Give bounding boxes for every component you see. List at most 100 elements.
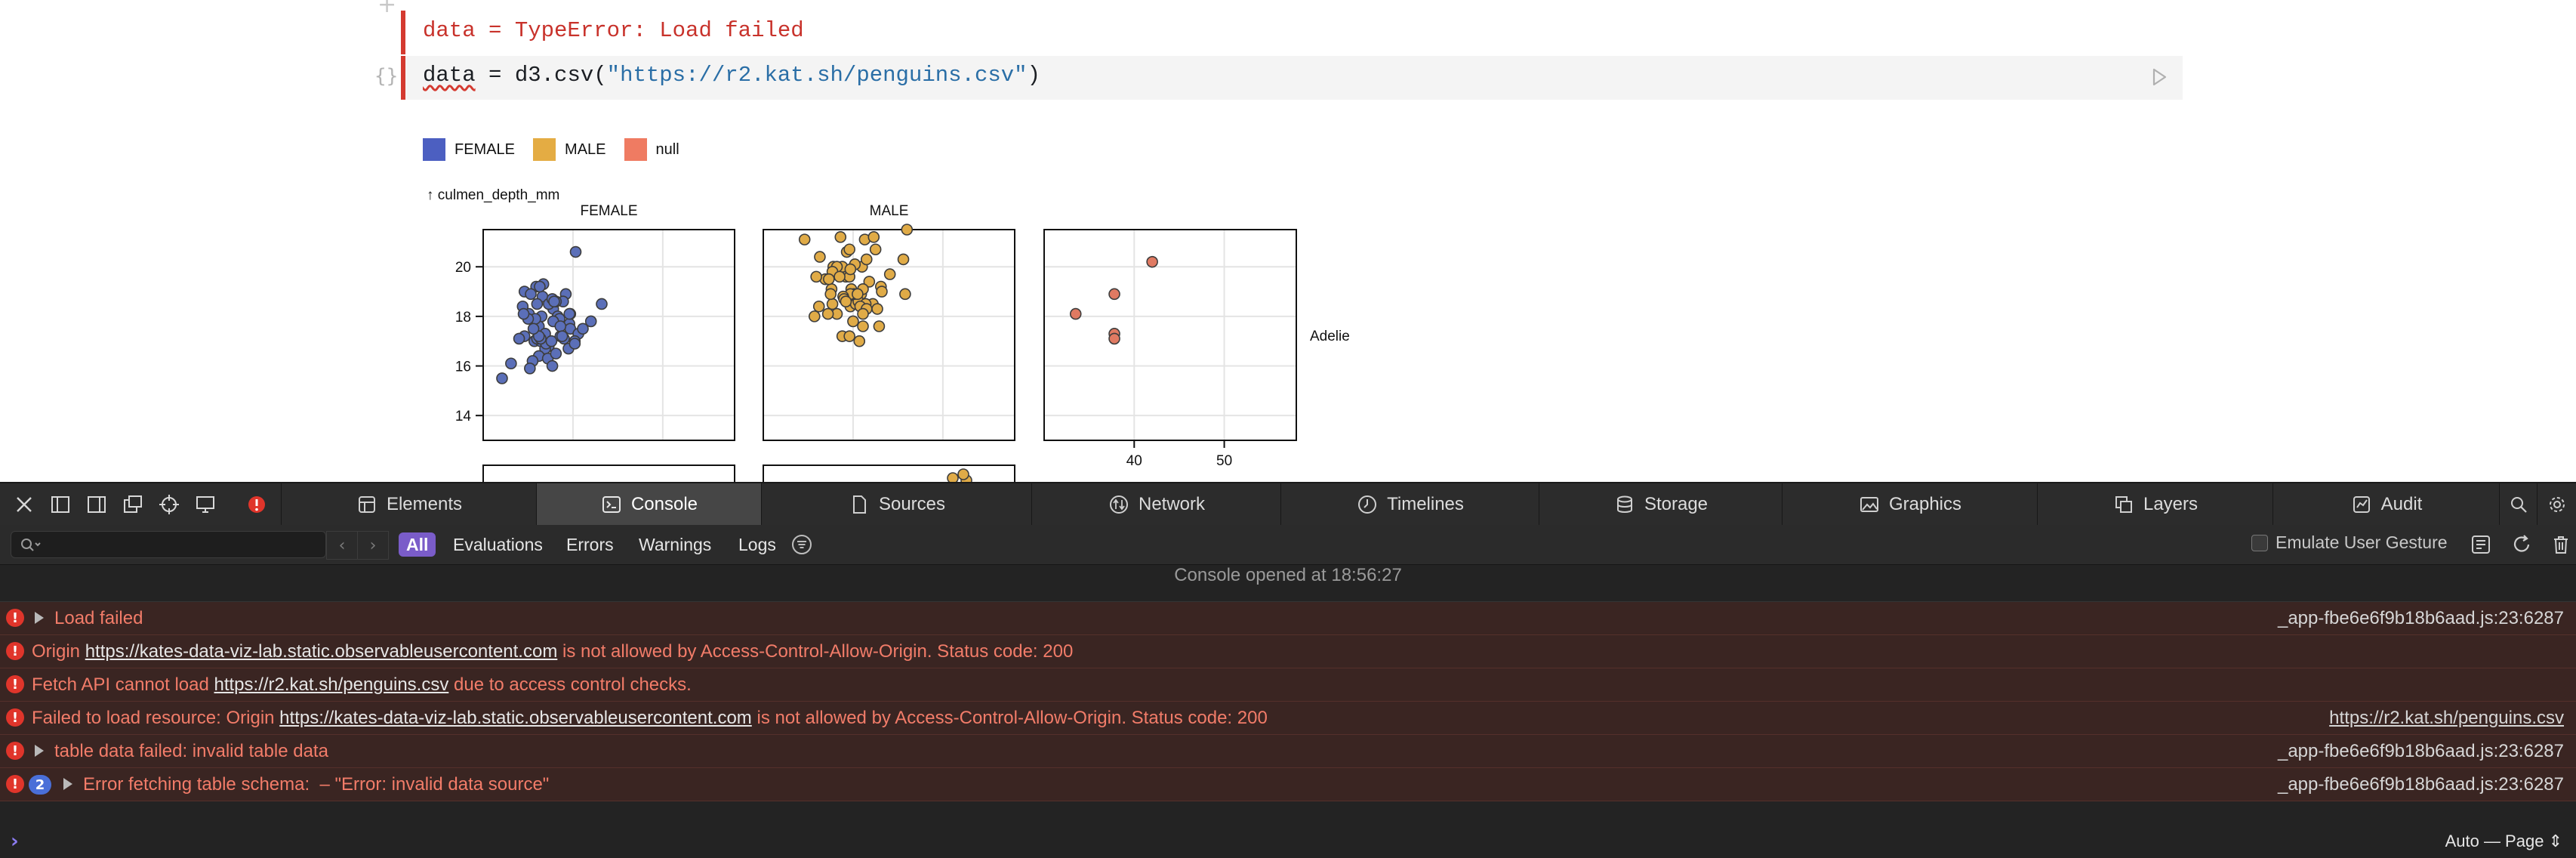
tab-storage[interactable]: Storage xyxy=(1539,483,1783,526)
data-point xyxy=(844,263,857,276)
console-log: Console opened at 18:56:27 ! Load failed… xyxy=(0,565,2576,858)
preserve-log-icon[interactable] xyxy=(2469,532,2493,557)
tab-console[interactable]: Console xyxy=(536,483,762,526)
message-source-link[interactable]: _app-fbe6e6f9b18b6aad.js:23:6287 xyxy=(2277,741,2564,761)
tab-label: Elements xyxy=(386,494,463,514)
legend-swatch xyxy=(533,138,556,161)
message-text-post: is not allowed by Access-Control-Allow-O… xyxy=(557,641,1074,662)
disclosure-triangle-icon[interactable] xyxy=(35,612,44,624)
error-icon: ! xyxy=(6,775,24,793)
chart-legend: FEMALE MALE null xyxy=(423,138,698,161)
console-opened-notice: Console opened at 18:56:27 xyxy=(0,565,2576,602)
tab-label: Audit xyxy=(2380,494,2423,514)
message-source-link[interactable]: _app-fbe6e6f9b18b6aad.js:23:6287 xyxy=(2277,774,2564,795)
data-point xyxy=(853,335,866,347)
trash-icon[interactable] xyxy=(2549,532,2573,557)
tab-graphics[interactable]: Graphics xyxy=(1782,483,2038,526)
console-prompt[interactable]: › Auto — Page ⇕ xyxy=(0,824,2576,858)
error-icon: ! xyxy=(6,708,24,727)
elements-icon xyxy=(358,496,375,513)
previous-match-button[interactable]: ‹ xyxy=(326,531,358,560)
message-text: Load failed xyxy=(54,608,143,628)
search-tab[interactable] xyxy=(2499,483,2537,526)
tab-label: Storage xyxy=(1644,494,1709,514)
dock-left-icon[interactable] xyxy=(47,491,74,518)
x-tick-label: 50 xyxy=(1216,453,1232,469)
data-point xyxy=(527,323,540,335)
filter-evaluations[interactable]: Evaluations xyxy=(453,534,543,554)
device-preview-icon[interactable] xyxy=(192,491,219,518)
tab-sources[interactable]: Sources xyxy=(761,483,1032,526)
detach-window-icon[interactable] xyxy=(119,491,146,518)
facet-frame xyxy=(763,229,1015,441)
data-point xyxy=(860,253,873,266)
tab-elements[interactable]: Elements xyxy=(281,483,537,526)
code-editor[interactable]: data = d3.csv("https://r2.kat.sh/penguin… xyxy=(423,63,1040,88)
filter-options-icon[interactable] xyxy=(790,532,814,557)
reload-icon[interactable] xyxy=(2510,532,2534,557)
code-call: d3.csv( xyxy=(514,63,607,88)
console-message[interactable]: ! 2 Error fetching table schema: – "Erro… xyxy=(0,768,2576,801)
close-icon[interactable] xyxy=(11,491,38,518)
data-point xyxy=(596,298,608,310)
emulate-user-gesture-toggle[interactable]: Emulate User Gesture xyxy=(2251,532,2448,553)
data-point xyxy=(798,233,811,245)
search-input[interactable] xyxy=(46,534,321,555)
y-tick-label: 18 xyxy=(455,310,471,326)
search-icon xyxy=(21,539,41,551)
braces-icon: {} xyxy=(374,65,399,88)
data-point xyxy=(534,280,546,293)
filter-errors[interactable]: Errors xyxy=(566,534,614,554)
data-point xyxy=(883,268,896,280)
error-icon: ! xyxy=(6,675,24,693)
dock-right-icon[interactable] xyxy=(83,491,110,518)
message-text: Error fetching table schema: – "Error: i… xyxy=(83,774,550,795)
run-cell-icon[interactable] xyxy=(2149,66,2170,88)
data-point xyxy=(947,472,959,482)
data-point xyxy=(1108,288,1120,301)
database-icon xyxy=(1616,495,1632,513)
filter-all[interactable]: All xyxy=(399,532,436,557)
disclosure-triangle-icon[interactable] xyxy=(63,778,72,790)
tab-layers[interactable]: Layers xyxy=(2037,483,2273,526)
data-point xyxy=(556,330,569,342)
console-message[interactable]: ! Load failed _app-fbe6e6f9b18b6aad.js:2… xyxy=(0,602,2576,635)
console-message[interactable]: ! table data failed: invalid table data … xyxy=(0,735,2576,768)
legend-swatch xyxy=(624,138,647,161)
data-point xyxy=(546,360,559,372)
checkbox[interactable] xyxy=(2251,534,2268,551)
console-message[interactable]: ! Origin https://kates-data-viz-lab.stat… xyxy=(0,635,2576,668)
data-point xyxy=(1069,307,1082,320)
message-text-pre: Fetch API cannot load xyxy=(32,674,214,695)
image-icon xyxy=(1860,497,1878,512)
error-cell-marker xyxy=(401,11,405,54)
data-point xyxy=(810,270,822,283)
filter-warnings[interactable]: Warnings xyxy=(639,534,712,554)
disclosure-triangle-icon[interactable] xyxy=(35,745,44,757)
error-count-icon[interactable] xyxy=(243,491,270,518)
code-string: "https://r2.kat.sh/penguins.csv" xyxy=(606,63,1028,88)
element-picker-icon[interactable] xyxy=(156,491,183,518)
facet-frame-next-row xyxy=(482,464,735,482)
tab-timelines[interactable]: Timelines xyxy=(1280,483,1539,526)
execution-context-selector[interactable]: Auto — Page ⇕ xyxy=(2445,832,2562,850)
resource-link[interactable]: https://r2.kat.sh/penguins.csv xyxy=(214,674,449,695)
message-source-link[interactable]: _app-fbe6e6f9b18b6aad.js:23:6287 xyxy=(2277,608,2564,628)
console-filter-search[interactable] xyxy=(11,531,326,558)
origin-link[interactable]: https://kates-data-viz-lab.static.observ… xyxy=(85,641,558,662)
code-cell[interactable] xyxy=(401,56,2183,100)
tab-audit[interactable]: Audit xyxy=(2272,483,2500,526)
tab-network[interactable]: Network xyxy=(1031,483,1281,526)
search-icon xyxy=(2511,497,2527,513)
tab-label: Network xyxy=(1138,494,1206,514)
filter-logs[interactable]: Logs xyxy=(738,534,776,554)
origin-link[interactable]: https://kates-data-viz-lab.static.observ… xyxy=(279,708,752,728)
next-match-button[interactable]: › xyxy=(357,531,389,560)
settings-tab[interactable] xyxy=(2537,483,2576,526)
data-point xyxy=(826,298,839,310)
console-message[interactable]: ! Failed to load resource: Origin https:… xyxy=(0,702,2576,735)
console-filter-bar: ‹ › All Evaluations Errors Warnings Logs… xyxy=(0,525,2576,565)
console-message[interactable]: ! Fetch API cannot load https://r2.kat.s… xyxy=(0,668,2576,702)
data-point xyxy=(897,253,910,266)
message-source-link[interactable]: https://r2.kat.sh/penguins.csv xyxy=(2329,708,2564,728)
